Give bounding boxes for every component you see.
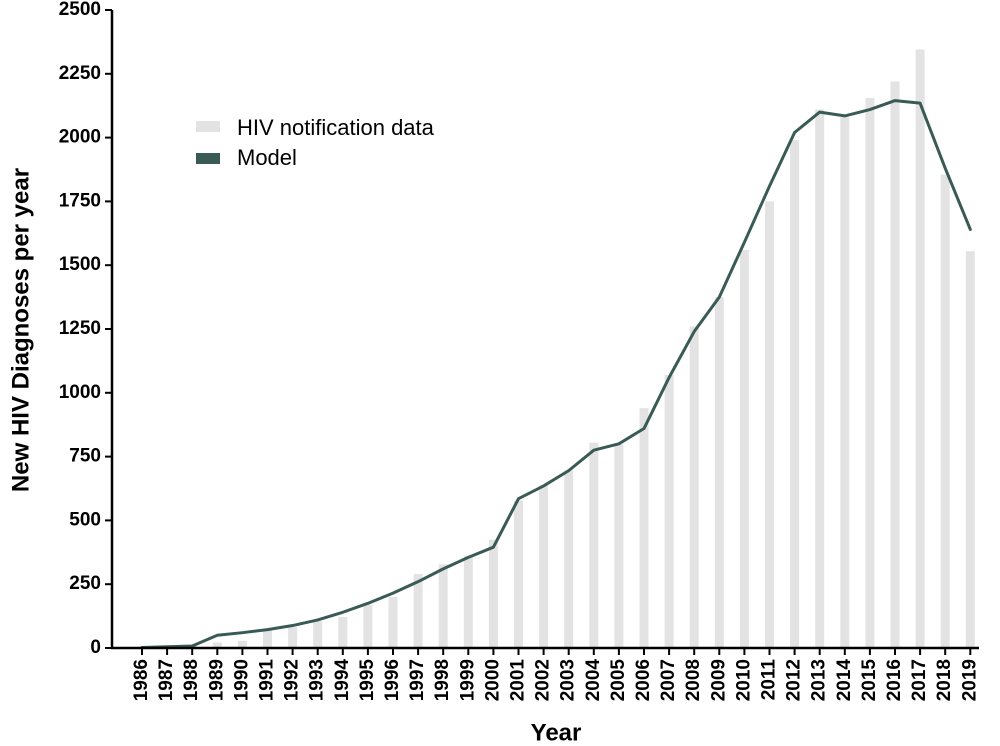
y-axis-title: New HIV Diagnoses per year — [7, 168, 34, 492]
x-tick-label-2013: 2013 — [809, 659, 830, 701]
y-tick-label-1500: 1500 — [59, 254, 101, 275]
bar-1996 — [388, 596, 398, 648]
bar-2012 — [790, 140, 800, 648]
bar-2014 — [840, 117, 850, 649]
x-tick-label-2009: 2009 — [708, 659, 729, 701]
bar-2005 — [614, 444, 624, 648]
legend-label-notification: HIV notification data — [237, 115, 435, 140]
x-tick-label-1995: 1995 — [357, 659, 378, 702]
bar-1998 — [438, 564, 448, 648]
x-tick-label-2016: 2016 — [884, 659, 905, 701]
bar-2013 — [815, 109, 825, 648]
legend-label-model: Model — [237, 145, 297, 170]
x-ticks: 1986 1987 1988 1989 1990 1991 1992 1993 1994 1995… — [131, 648, 980, 701]
bar-1995 — [363, 604, 373, 648]
legend-swatch-notification — [196, 121, 220, 132]
bar-2007 — [664, 374, 674, 648]
y-ticks: 0 250 500 750 1000 1250 1500 1750 2000 2250 2500 — [59, 0, 112, 658]
x-tick-label-1999: 1999 — [457, 659, 478, 701]
x-tick-label-2019: 2019 — [959, 659, 980, 701]
x-tick-label-2017: 2017 — [909, 659, 930, 701]
x-axis-title: Year — [531, 719, 582, 746]
x-tick-label-1997: 1997 — [407, 659, 428, 701]
y-tick-label-1000: 1000 — [59, 382, 101, 403]
bar-1990 — [237, 640, 247, 648]
x-tick-label-2010: 2010 — [733, 659, 754, 701]
bar-2019 — [965, 251, 975, 648]
bar-1992 — [288, 627, 298, 648]
x-tick-label-1992: 1992 — [282, 659, 303, 701]
bar-2002 — [539, 485, 549, 648]
bar-2003 — [564, 470, 574, 648]
bar-1993 — [313, 621, 323, 648]
x-tick-label-2006: 2006 — [633, 659, 654, 701]
x-tick-label-1993: 1993 — [307, 659, 328, 701]
x-tick-label-1990: 1990 — [231, 659, 252, 701]
bar-2016 — [890, 81, 900, 648]
x-tick-label-1989: 1989 — [206, 659, 227, 701]
bar-2011 — [765, 201, 774, 648]
bar-2001 — [514, 500, 523, 648]
bar-2006 — [639, 408, 649, 648]
bar-1989 — [212, 642, 222, 648]
x-tick-label-2012: 2012 — [784, 659, 805, 701]
bar-2018 — [940, 174, 950, 648]
x-tick-label-2002: 2002 — [533, 659, 554, 701]
x-tick-label-1994: 1994 — [332, 659, 353, 702]
y-tick-label-750: 750 — [69, 446, 101, 467]
x-tick-label-2014: 2014 — [834, 659, 855, 702]
y-tick-label-2250: 2250 — [59, 63, 101, 84]
x-tick-label-2011: 2011 — [759, 659, 780, 701]
x-tick-label-2008: 2008 — [683, 659, 704, 701]
model-line — [140, 99, 972, 649]
bar-1991 — [263, 630, 272, 648]
bar-1999 — [463, 555, 473, 648]
x-tick-label-1996: 1996 — [382, 659, 403, 701]
x-tick-label-2004: 2004 — [583, 659, 604, 702]
bar-1997 — [413, 573, 423, 648]
bar-2017 — [915, 49, 925, 649]
bar-2009 — [714, 297, 724, 648]
y-tick-label-1250: 1250 — [59, 318, 101, 339]
bar-2015 — [865, 98, 875, 649]
bar-2000 — [488, 539, 498, 648]
bar-2010 — [739, 249, 749, 648]
x-tick-label-2018: 2018 — [934, 659, 955, 701]
bar-1994 — [338, 616, 348, 648]
y-tick-label-2000: 2000 — [59, 127, 101, 148]
bar-2004 — [589, 442, 599, 648]
bar-2008 — [689, 326, 699, 648]
y-tick-label-500: 500 — [69, 509, 101, 530]
x-tick-label-2007: 2007 — [658, 659, 679, 701]
legend-swatch-model — [196, 153, 220, 164]
x-tick-label-2015: 2015 — [859, 659, 880, 702]
x-tick-label-2001: 2001 — [508, 659, 529, 702]
x-tick-label-2005: 2005 — [608, 659, 629, 702]
x-tick-label-1987: 1987 — [156, 659, 177, 701]
x-tick-label-1986: 1986 — [131, 659, 152, 701]
x-tick-label-1988: 1988 — [181, 659, 202, 701]
y-tick-label-250: 250 — [69, 573, 101, 594]
y-tick-label-2500: 2500 — [59, 0, 101, 20]
y-tick-label-1750: 1750 — [59, 190, 101, 211]
x-tick-label-2003: 2003 — [558, 659, 579, 701]
x-tick-label-2000: 2000 — [482, 659, 503, 701]
line-layer — [140, 99, 972, 649]
bars-layer — [137, 49, 975, 649]
x-tick-label-1991: 1991 — [257, 659, 278, 702]
x-tick-label-1998: 1998 — [432, 659, 453, 701]
legend: HIV notification data Model — [196, 115, 435, 170]
y-tick-label-0: 0 — [90, 637, 101, 658]
